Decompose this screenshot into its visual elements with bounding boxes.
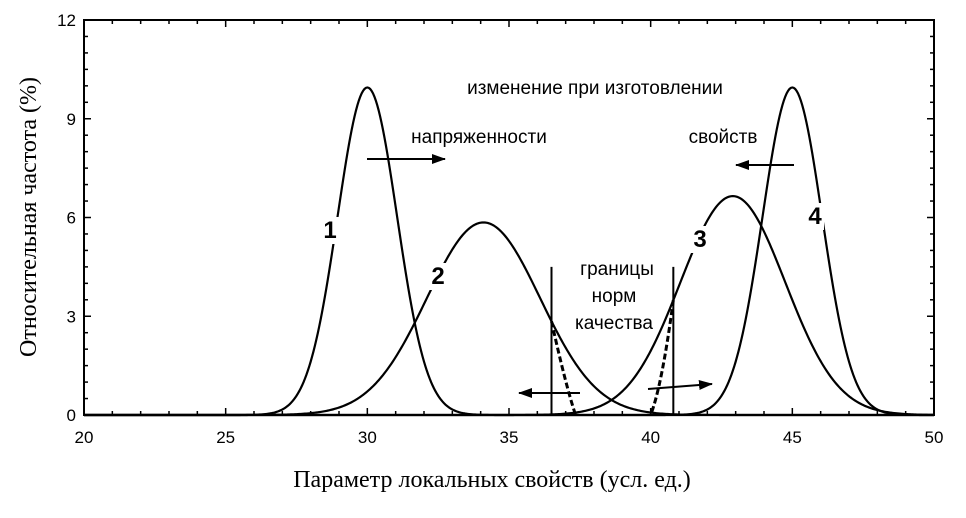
curve-label-bg [806, 203, 824, 230]
curve-label-bg [691, 226, 709, 253]
curve-label-bg [321, 217, 339, 244]
annotation-limits-line2: норм [592, 286, 637, 307]
y-tick-label: 6 [67, 209, 76, 228]
annotation-limits-line1: границы [580, 259, 654, 280]
curve-label-2: 2 [431, 263, 444, 290]
annotation-limits-line3: качества [575, 313, 653, 334]
y-tick-label: 9 [67, 110, 76, 129]
curve-label-1: 1 [323, 217, 336, 244]
x-tick-label: 35 [500, 428, 519, 447]
quality-limit-lines [550, 266, 675, 416]
x-tick-label: 30 [358, 428, 377, 447]
x-axis: 20 25 30 35 40 45 50 [75, 20, 944, 447]
curve-4 [84, 86, 934, 417]
dashed-tail-right [649, 299, 675, 416]
curve-label-3: 3 [693, 226, 706, 253]
x-tick-label: 50 [925, 428, 944, 447]
x-tick-label: 40 [641, 428, 660, 447]
x-tick-label: 45 [783, 428, 802, 447]
arrow-limit-right [647, 380, 713, 390]
distribution-curves [84, 86, 935, 417]
annotation-top: изменение при изготовлении [467, 78, 723, 99]
y-tick-label: 3 [67, 307, 76, 326]
curve-labels: 1 2 3 4 [321, 203, 824, 290]
curve-2 [84, 221, 934, 417]
y-axis-title: Относительная частота (%) [16, 77, 42, 357]
curve-label-bg [429, 263, 447, 290]
x-tick-label: 20 [75, 428, 94, 447]
annotation-tension: напряженности [411, 127, 547, 148]
annotation-properties: свойств [689, 127, 758, 148]
x-tick-label: 25 [216, 428, 235, 447]
y-tick-label: 0 [67, 406, 76, 425]
dashed-tail-left [550, 320, 578, 416]
y-tick-label: 12 [57, 11, 76, 30]
curve-label-4: 4 [808, 203, 822, 230]
x-axis-title: Параметр локальных свойств (усл. ед.) [293, 467, 691, 493]
